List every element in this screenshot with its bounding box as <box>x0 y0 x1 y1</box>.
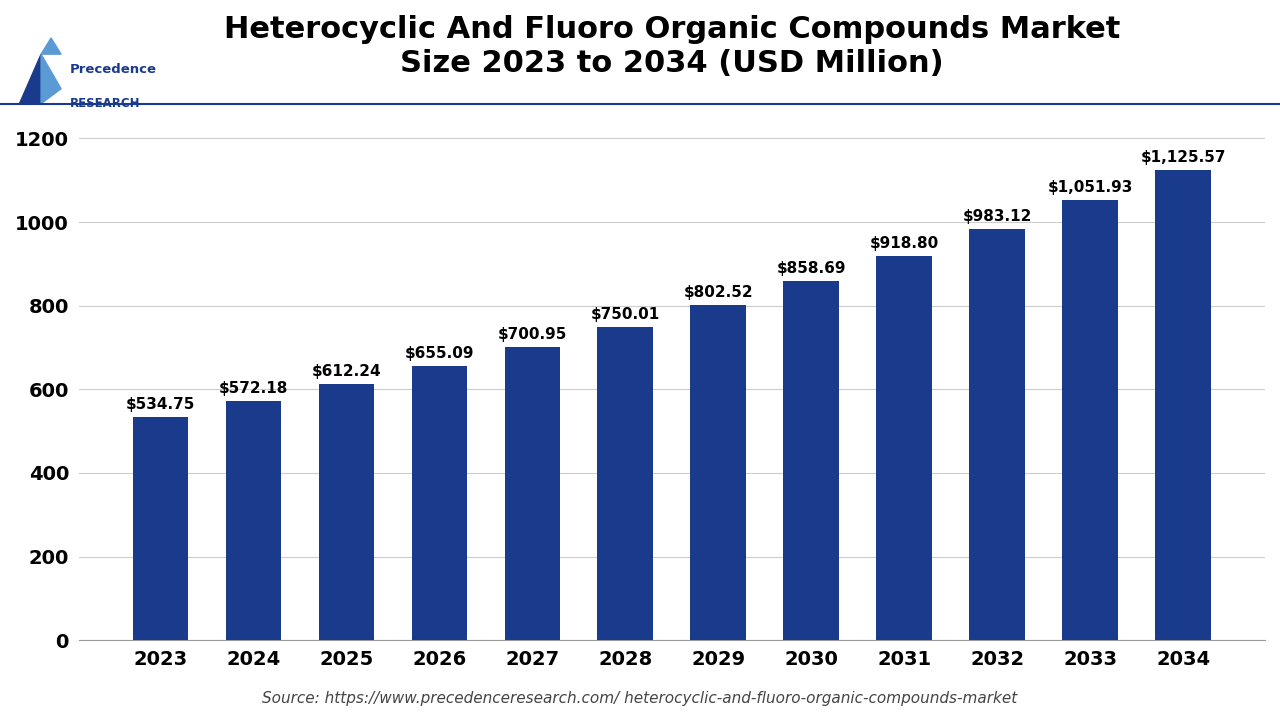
Polygon shape <box>41 54 61 104</box>
Bar <box>133 417 188 640</box>
Text: Source: https://www.precedenceresearch.com/ heterocyclic-and-fluoro-organic-comp: Source: https://www.precedenceresearch.c… <box>262 690 1018 706</box>
Text: RESEARCH: RESEARCH <box>69 97 140 110</box>
Bar <box>598 327 653 640</box>
Bar <box>504 347 561 640</box>
Bar <box>225 401 282 640</box>
Text: $1,051.93: $1,051.93 <box>1047 180 1133 195</box>
Bar <box>783 282 840 640</box>
Polygon shape <box>19 54 41 104</box>
Text: $918.80: $918.80 <box>869 236 940 251</box>
Text: $534.75: $534.75 <box>125 397 196 412</box>
Bar <box>412 366 467 640</box>
Bar <box>877 256 932 640</box>
Text: $983.12: $983.12 <box>963 209 1032 224</box>
Title: Heterocyclic And Fluoro Organic Compounds Market
Size 2023 to 2034 (USD Million): Heterocyclic And Fluoro Organic Compound… <box>224 15 1120 78</box>
Text: $612.24: $612.24 <box>311 364 381 379</box>
Text: $1,125.57: $1,125.57 <box>1140 150 1226 165</box>
Bar <box>690 305 746 640</box>
Text: $858.69: $858.69 <box>777 261 846 276</box>
Polygon shape <box>41 38 61 54</box>
Text: $655.09: $655.09 <box>404 346 474 361</box>
Text: $700.95: $700.95 <box>498 327 567 342</box>
Text: $572.18: $572.18 <box>219 381 288 396</box>
Bar <box>319 384 374 640</box>
Bar <box>1062 200 1119 640</box>
Bar <box>969 229 1025 640</box>
Text: $802.52: $802.52 <box>684 284 753 300</box>
Text: $750.01: $750.01 <box>591 307 660 322</box>
Bar <box>1156 169 1211 640</box>
Text: Precedence: Precedence <box>69 63 156 76</box>
